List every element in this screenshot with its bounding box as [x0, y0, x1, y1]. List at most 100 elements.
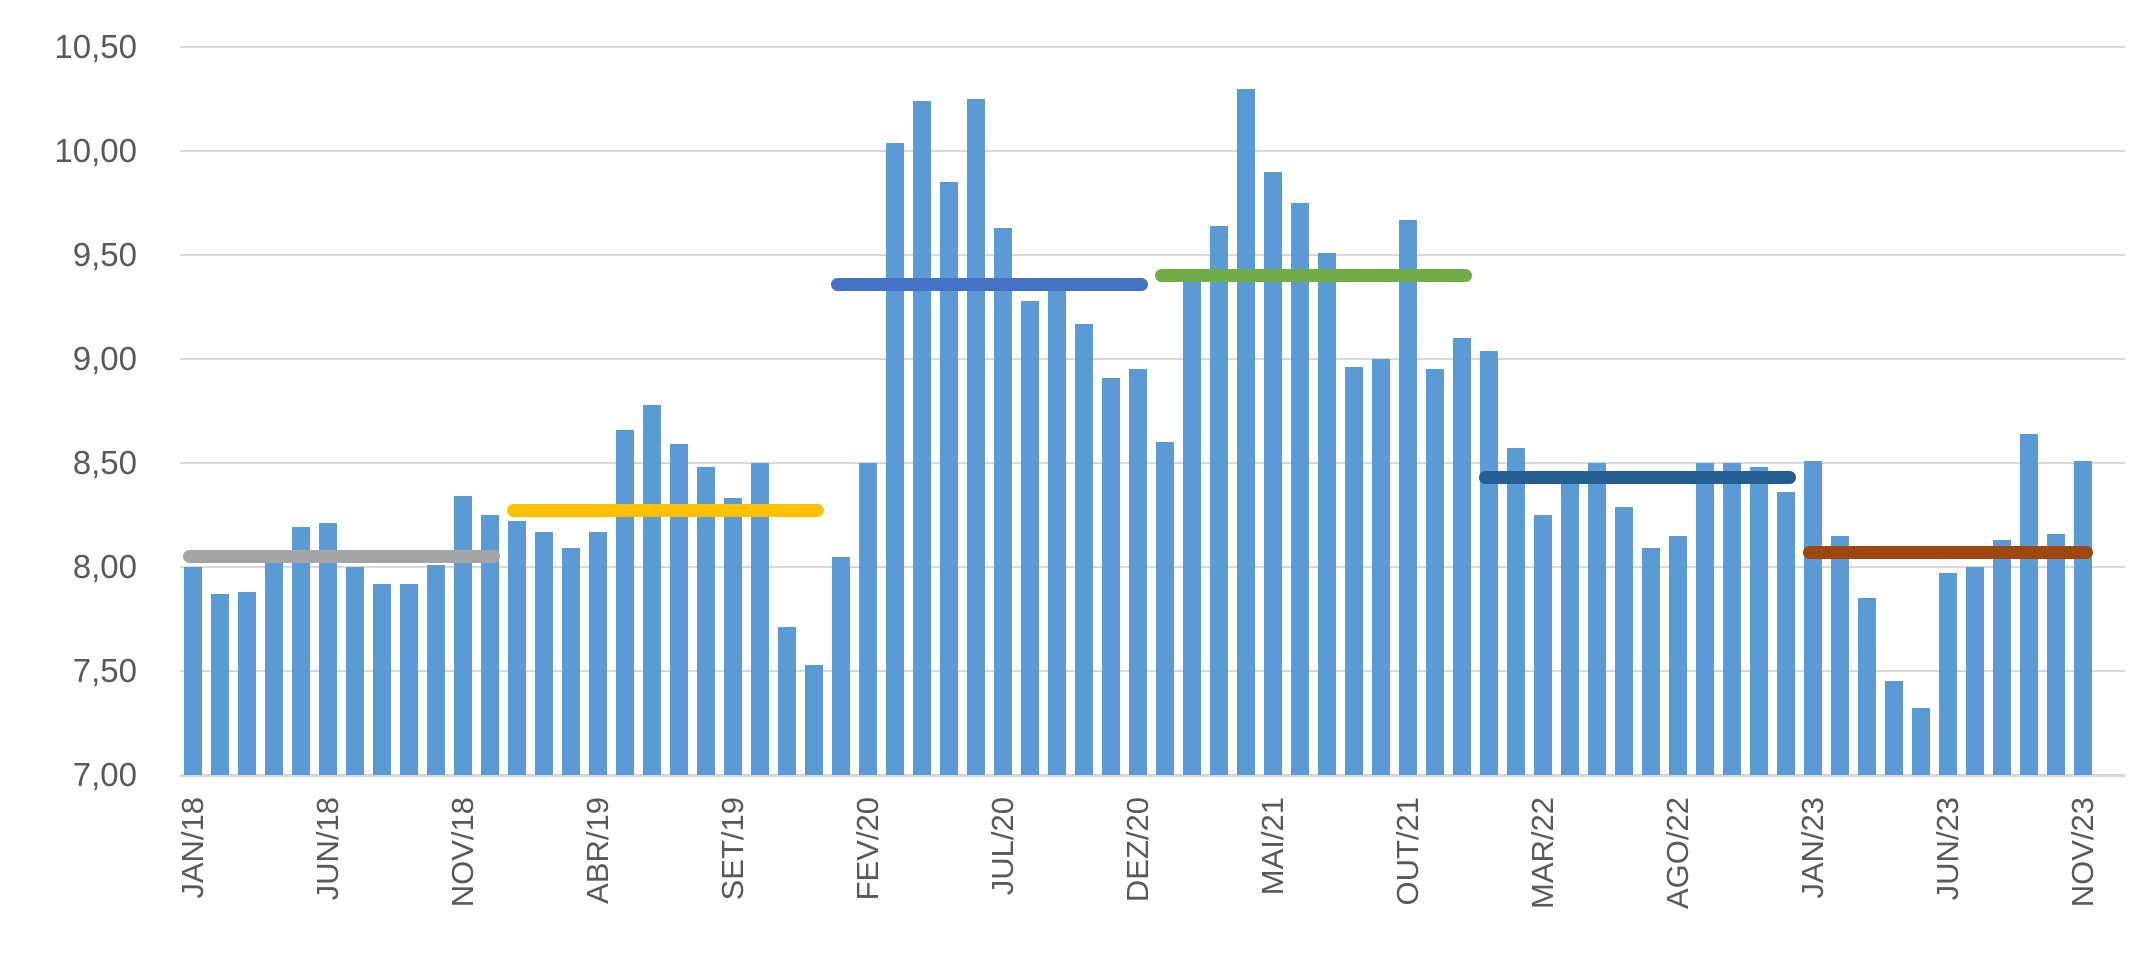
- y-axis-tick-label: 9,00: [72, 340, 137, 377]
- bar-JAN/19: [508, 521, 526, 775]
- bar-JAN/23: [1804, 460, 1822, 775]
- average-line-media-2022: [1479, 471, 1796, 485]
- bar-FEV/21: [1183, 275, 1201, 775]
- x-axis-tick-label: NOV/23: [2065, 797, 2100, 908]
- bar-MAR/19: [562, 548, 580, 775]
- gridline: [180, 462, 2125, 464]
- y-axis-tick-label: 10,50: [54, 28, 137, 65]
- bar-MAR/23: [1858, 598, 1876, 775]
- bar-MAR/20: [886, 142, 904, 775]
- bar-NOV/18: [454, 496, 472, 775]
- bar-SET/21: [1372, 359, 1390, 775]
- x-axis-tick-label: MAR/22: [1525, 797, 1560, 909]
- bar-OUT/20: [1075, 323, 1093, 775]
- bar-FEV/20: [859, 463, 877, 775]
- bar-MAI/19: [616, 429, 634, 775]
- bar-JUL/20: [994, 227, 1012, 775]
- bar-DEZ/21: [1453, 338, 1471, 775]
- bar-OUT/22: [1723, 463, 1741, 775]
- bar-SET/19: [724, 498, 742, 775]
- bar-SET/20: [1048, 277, 1066, 775]
- gridline: [180, 670, 2125, 672]
- bar-FEV/18: [211, 594, 229, 775]
- bar-DEZ/20: [1129, 369, 1147, 775]
- bar-OUT/19: [751, 463, 769, 775]
- x-axis-tick-label: NOV/18: [445, 797, 480, 908]
- bar-NOV/19: [778, 627, 796, 775]
- bar-JUN/21: [1291, 203, 1309, 775]
- x-axis-tick-label: JUN/23: [1930, 797, 1965, 901]
- x-axis-tick-label: JAN/18: [175, 797, 210, 899]
- bar-NOV/22: [1750, 467, 1768, 775]
- bar-NOV/23: [2074, 460, 2092, 775]
- bar-SET/18: [400, 583, 418, 775]
- x-axis-tick-label: JAN/23: [1795, 797, 1830, 899]
- bar-JAN/21: [1156, 442, 1174, 775]
- average-line-media-2021: [1155, 269, 1472, 283]
- y-axis-tick-label: 10,00: [54, 132, 137, 169]
- bar-ABR/21: [1237, 88, 1255, 775]
- bar-AGO/20: [1021, 300, 1039, 775]
- bar-JUL/21: [1318, 252, 1336, 775]
- bar-JUN/20: [967, 99, 985, 775]
- bar-MAI/18: [292, 527, 310, 775]
- bar-JAN/18: [184, 567, 202, 775]
- bar-ABR/23: [1885, 681, 1903, 775]
- bar-FEV/19: [535, 531, 553, 775]
- x-axis-tick-label: ABR/19: [580, 797, 615, 904]
- bar-ABR/22: [1561, 481, 1579, 775]
- bar-AGO/21: [1345, 367, 1363, 775]
- bar-MAI/23: [1912, 708, 1930, 775]
- bar-JUN/19: [643, 404, 661, 775]
- bar-SET/23: [2020, 433, 2038, 775]
- average-line-media-2023: [1803, 545, 2093, 559]
- bar-AGO/18: [373, 583, 391, 775]
- y-axis-tick-label: 8,00: [72, 548, 137, 585]
- average-line-media-2018: [183, 550, 500, 564]
- bar-MAI/21: [1264, 171, 1282, 775]
- bar-JUL/22: [1642, 548, 1660, 775]
- bar-OUT/21: [1399, 219, 1417, 775]
- gridline: [180, 566, 2125, 568]
- bar-JUN/23: [1939, 573, 1957, 775]
- x-axis-tick-label: OUT/21: [1390, 797, 1425, 906]
- bar-MAR/21: [1210, 225, 1228, 775]
- bar-DEZ/19: [805, 664, 823, 775]
- bar-MAR/18: [238, 591, 256, 775]
- bar-DEZ/22: [1777, 492, 1795, 775]
- average-line-media-2019: [507, 504, 824, 518]
- bar-FEV/22: [1507, 448, 1525, 775]
- bar-SET/22: [1696, 463, 1714, 775]
- gridline: [180, 46, 2125, 48]
- gridline: [180, 254, 2125, 256]
- y-axis-tick-label: 9,50: [72, 236, 137, 273]
- bar-NOV/20: [1102, 377, 1120, 775]
- bar-FEV/23: [1831, 535, 1849, 775]
- bar-AGO/19: [697, 467, 715, 775]
- bar-MAR/22: [1534, 515, 1552, 775]
- bar-MAI/20: [940, 182, 958, 775]
- x-axis-tick-label: FEV/20: [850, 797, 885, 901]
- bar-ABR/19: [589, 531, 607, 775]
- bar-OUT/18: [427, 564, 445, 775]
- bar-ABR/20: [913, 101, 931, 775]
- bar-AGO/23: [1993, 539, 2011, 775]
- x-axis-line: [180, 774, 2125, 777]
- x-axis-tick-label: JUN/18: [310, 797, 345, 901]
- x-axis-tick-label: AGO/22: [1660, 797, 1695, 909]
- y-axis-tick-label: 8,50: [72, 444, 137, 481]
- bar-ABR/18: [265, 560, 283, 775]
- bar-OUT/23: [2047, 533, 2065, 775]
- bar-JUN/22: [1615, 506, 1633, 775]
- bar-JAN/20: [832, 556, 850, 775]
- bar-JUN/18: [319, 523, 337, 775]
- gridline: [180, 150, 2125, 152]
- x-axis-tick-label: DEZ/20: [1120, 797, 1155, 903]
- bar-JUL/19: [670, 444, 688, 775]
- gridline: [180, 358, 2125, 360]
- average-line-media-2020: [831, 277, 1148, 291]
- y-axis-tick-label: 7,50: [72, 652, 137, 689]
- bar-NOV/21: [1426, 369, 1444, 775]
- y-axis-tick-label: 7,00: [72, 756, 137, 793]
- bar-JUL/18: [346, 567, 364, 775]
